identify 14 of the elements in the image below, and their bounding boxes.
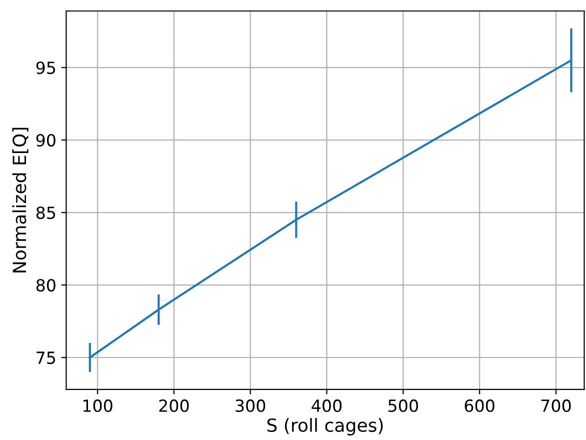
y-tick-label: 80: [36, 278, 56, 292]
x-tick-label: 700: [541, 399, 571, 412]
y-tick-label: 90: [36, 134, 56, 147]
x-tick-label: 600: [464, 399, 494, 412]
x-tick-label: 500: [388, 399, 418, 412]
y-axis-title: Normalized E[Q]: [12, 128, 28, 272]
x-tick-label: 400: [312, 399, 342, 412]
y-tick-label: 85: [36, 206, 56, 220]
x-tick-label: 100: [83, 399, 112, 412]
x-tick-label: 300: [236, 399, 266, 412]
y-tick-label: 75: [36, 352, 56, 364]
x-tick-label: 200: [159, 399, 189, 412]
x-axis-title: S (roll cages): [267, 418, 383, 436]
y-tick-label: 95: [36, 62, 56, 74]
